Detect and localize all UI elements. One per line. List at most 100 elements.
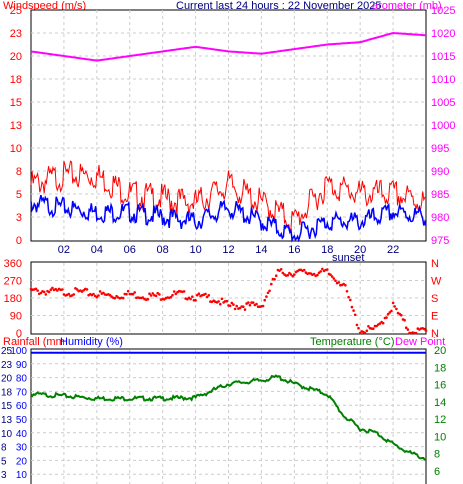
x-tick-label: 14 — [255, 244, 267, 256]
direction-point — [154, 294, 158, 298]
direction-point — [235, 304, 238, 308]
direction-point — [172, 290, 176, 293]
direction-point — [39, 291, 43, 295]
direction-point — [247, 301, 250, 304]
wind-y-tick-label: 15 — [10, 97, 22, 109]
sunset-label: sunset — [332, 252, 364, 264]
direction-point — [56, 289, 59, 292]
direction-point — [44, 293, 48, 296]
direction-point — [146, 297, 150, 301]
direction-point — [347, 295, 350, 299]
rainfall-tick-label: 13 — [1, 415, 13, 426]
direction-point — [344, 284, 347, 287]
barometer-tick-label: 1015 — [431, 51, 455, 63]
direction-point — [217, 300, 220, 303]
rainfall-tick-label: 15 — [1, 401, 13, 412]
barometer-tick-label: 1025 — [431, 5, 455, 17]
wind-y-tick-label: 8 — [16, 166, 22, 178]
barometer-tick-label: 975 — [431, 235, 449, 247]
wind-y-tick-label: 5 — [16, 189, 22, 201]
direction-point — [385, 316, 388, 319]
direction-point — [393, 305, 397, 308]
direction-point — [251, 301, 255, 304]
direction-point — [131, 292, 135, 296]
barometer-axis-title: arometer (mb) — [372, 0, 442, 12]
direction-point — [381, 321, 385, 325]
temperature-tick-label: 14 — [434, 397, 446, 409]
direction-point — [171, 293, 174, 297]
direction-point — [404, 326, 408, 330]
direction-point — [395, 307, 398, 311]
temperature-tick-label: 8 — [434, 449, 440, 461]
direction-point — [49, 288, 53, 292]
direction-point — [391, 301, 395, 305]
humidity-axis-title: Humidity (%) — [60, 336, 123, 348]
barometer-tick-label: 1005 — [431, 97, 455, 109]
direction-point — [330, 275, 334, 278]
direction-point — [220, 297, 224, 301]
x-tick-label: 06 — [124, 244, 136, 256]
direction-point — [316, 273, 319, 277]
barometer-tick-label: 1020 — [431, 28, 455, 40]
direction-point — [352, 309, 355, 312]
humidity-tick-label: 80 — [16, 374, 28, 385]
direction-point — [113, 296, 117, 300]
humidity-tick-label: 50 — [16, 415, 28, 426]
direction-point — [47, 290, 51, 294]
barometer-tick-label: 990 — [431, 166, 449, 178]
x-tick-label: 20 — [354, 244, 366, 256]
direction-point — [261, 304, 265, 308]
direction-point — [334, 279, 337, 283]
barometer-tick-label: 1000 — [431, 120, 455, 132]
direction-point — [225, 299, 229, 303]
direction-point — [375, 324, 378, 328]
direction-point — [125, 292, 128, 296]
compass-tick-label: N — [431, 258, 439, 270]
direction-point — [102, 291, 105, 295]
humidity-tick-label: 30 — [16, 443, 28, 454]
compass-tick-label: S — [431, 293, 438, 305]
temperature-tick-label: 18 — [434, 362, 446, 374]
direction-point — [67, 292, 71, 296]
direction-point — [169, 295, 173, 299]
direction-point — [230, 301, 234, 305]
series-barometer-line — [30, 31, 427, 62]
direction-point — [414, 331, 418, 335]
barometer-tick-label: 995 — [431, 143, 449, 155]
direction-point — [219, 302, 222, 306]
wind-y-tick-label: 20 — [10, 51, 22, 63]
rainfall-tick-label: 18 — [1, 387, 13, 398]
direction-point — [97, 294, 100, 297]
direction-point — [293, 273, 296, 276]
direction-point — [242, 305, 245, 309]
direction-point — [350, 305, 354, 309]
temperature-tick-label: 6 — [434, 466, 440, 478]
x-tick-label: 10 — [189, 244, 201, 256]
direction-point — [274, 274, 278, 278]
x-tick-label: 22 — [387, 244, 399, 256]
windspeed-axis-title: Windspeed (m/s) — [3, 0, 86, 12]
direction-point — [248, 303, 252, 307]
temperature-tick-label: 10 — [434, 431, 446, 443]
x-tick-label: 02 — [58, 244, 70, 256]
direction-point — [98, 290, 102, 293]
direction-y-tick-label: 0 — [16, 328, 22, 340]
direction-point — [265, 295, 268, 298]
direction-point — [326, 268, 329, 271]
direction-point — [365, 329, 369, 333]
direction-point — [151, 292, 155, 295]
compass-tick-label: N — [431, 328, 439, 340]
temperature-tick-label: 12 — [434, 414, 446, 426]
rainfall-tick-label: 10 — [1, 429, 13, 440]
direction-point — [390, 309, 393, 313]
x-tick-label: 16 — [288, 244, 300, 256]
direction-point — [302, 268, 306, 272]
direction-point — [358, 331, 362, 335]
direction-point — [424, 329, 428, 332]
rainfall-tick-label: 5 — [1, 456, 7, 467]
direction-point — [207, 294, 211, 297]
direction-point — [332, 277, 336, 280]
direction-y-tick-label: 270 — [4, 276, 22, 288]
direction-point — [92, 292, 95, 296]
